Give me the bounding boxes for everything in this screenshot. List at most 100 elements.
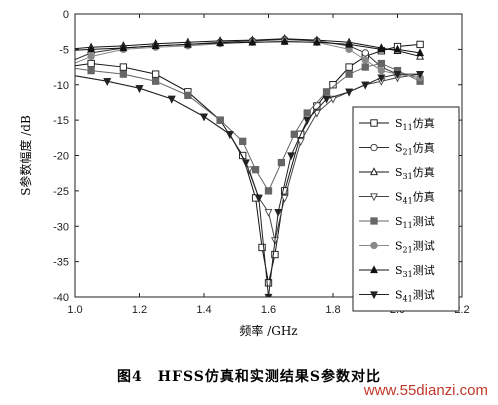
- y-tick-label: 0: [63, 9, 69, 21]
- data-point: [264, 208, 273, 217]
- y-tick-label: -30: [53, 221, 69, 233]
- legend-label: S11仿真: [395, 116, 435, 132]
- y-tick-label: -25: [53, 186, 69, 198]
- data-point: [62, 64, 68, 70]
- data-point: [62, 71, 68, 77]
- data-point: [377, 44, 386, 53]
- legend-label-s: S: [395, 117, 403, 130]
- legend-label: S21测试: [395, 240, 435, 255]
- legend-label: S11测试: [395, 215, 435, 230]
- legend-label: S41测试: [395, 289, 435, 304]
- y-tick-label: -20: [53, 151, 69, 163]
- data-point: [200, 113, 208, 122]
- legend-label-subscript: 11: [403, 221, 413, 230]
- x-tick-label: 1.8: [325, 304, 340, 316]
- figure-caption: 图4 HFSS仿真和实测结果S参数对比: [117, 369, 381, 385]
- data-point: [393, 44, 402, 53]
- data-point: [87, 52, 95, 61]
- data-point: [119, 70, 128, 78]
- data-point: [312, 37, 321, 46]
- series-layer: [62, 34, 425, 297]
- data-point: [87, 66, 95, 75]
- data-point: [416, 48, 425, 57]
- data-point: [264, 187, 273, 195]
- data-point: [248, 37, 257, 46]
- x-tick-label: 1.4: [196, 304, 211, 316]
- y-tick-label: -35: [53, 257, 69, 269]
- legend-label-s: S: [395, 215, 403, 228]
- data-point: [345, 39, 354, 48]
- data-point: [296, 138, 305, 147]
- legend-label-suffix: 测试: [413, 215, 435, 228]
- legend-label-subscript: 21: [403, 246, 413, 255]
- data-point: [361, 56, 369, 64]
- data-point: [393, 70, 402, 79]
- data-point: [416, 70, 425, 79]
- data-point: [322, 95, 331, 104]
- watermark-text: www.55dianzi.com: [363, 382, 488, 399]
- data-point: [280, 36, 289, 45]
- legend-marker: [370, 119, 378, 127]
- data-point: [280, 187, 289, 195]
- legend-label-suffix: 仿真: [413, 165, 435, 179]
- legend-label-s: S: [395, 142, 403, 155]
- data-point: [258, 243, 266, 252]
- series-5: [62, 37, 424, 82]
- y-tick-label: -5: [59, 44, 69, 56]
- x-tick-label: 1.2: [132, 304, 147, 316]
- legend-label-s: S: [395, 264, 403, 277]
- data-point: [254, 194, 263, 203]
- data-point: [119, 63, 128, 71]
- data-point: [377, 66, 386, 75]
- legend-marker: [370, 241, 378, 250]
- data-point: [361, 63, 369, 71]
- data-point: [62, 64, 68, 70]
- legend-label: S31测试: [395, 264, 435, 279]
- data-point: [87, 44, 96, 53]
- data-point: [151, 70, 160, 78]
- data-point: [62, 64, 68, 70]
- data-point: [62, 71, 68, 77]
- legend-marker: [370, 167, 378, 176]
- legend-label-s: S: [395, 166, 403, 179]
- axes: 1.01.21.41.61.82.02.20-5-10-15-20-25-30-…: [18, 9, 470, 338]
- data-point: [345, 63, 353, 71]
- data-point: [361, 49, 369, 57]
- y-axis-title: S参数幅度 /dB: [18, 115, 33, 196]
- data-point: [167, 95, 176, 104]
- legend-label-subscript: 41: [403, 295, 413, 304]
- legend-marker: [370, 291, 378, 300]
- legend-label-suffix: 仿真: [413, 141, 435, 155]
- legend-label: S21仿真: [395, 141, 435, 157]
- legend-label-suffix: 仿真: [413, 190, 435, 204]
- x-axis-title: 频率 /GHz: [239, 323, 297, 338]
- data-point: [151, 41, 160, 49]
- data-point: [183, 39, 192, 48]
- data-point: [271, 250, 279, 259]
- data-point: [151, 77, 160, 85]
- data-point: [274, 208, 283, 217]
- data-point: [216, 116, 224, 124]
- legend-label-subscript: 41: [403, 197, 413, 206]
- data-point: [303, 109, 311, 117]
- chart-plot: 1.01.21.41.61.82.02.20-5-10-15-20-25-30-…: [18, 9, 470, 338]
- legend-label-s: S: [395, 191, 403, 204]
- data-point: [361, 81, 370, 90]
- data-point: [322, 88, 331, 96]
- legend-label: S41仿真: [395, 190, 435, 206]
- data-point: [377, 59, 386, 68]
- data-point: [303, 116, 312, 125]
- x-tick-label: 1.0: [67, 304, 82, 316]
- legend-box: [352, 106, 460, 312]
- legend-label-suffix: 测试: [413, 289, 435, 302]
- data-point: [345, 88, 354, 97]
- data-point: [264, 279, 273, 287]
- x-tick-label: 1.6: [261, 304, 276, 316]
- data-point: [239, 137, 247, 145]
- legend-label-subscript: 11: [403, 123, 413, 132]
- data-point: [313, 102, 321, 110]
- legend-marker: [370, 217, 378, 225]
- legend-marker: [370, 143, 378, 152]
- legend-label-suffix: 测试: [413, 264, 435, 277]
